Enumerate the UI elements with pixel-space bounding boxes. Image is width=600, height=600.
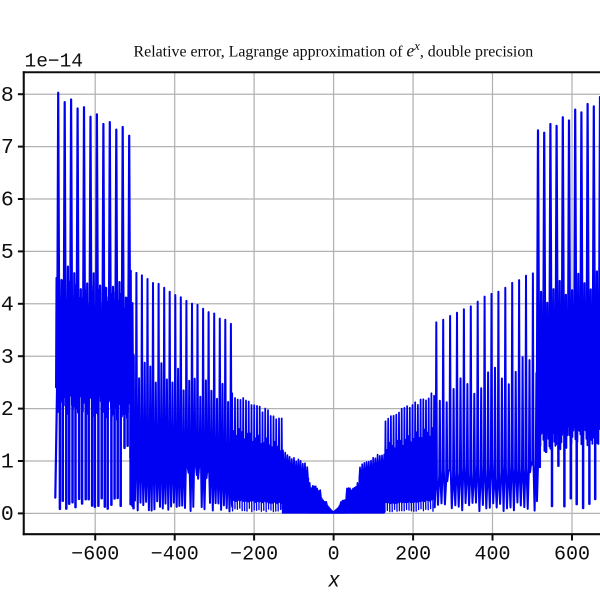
svg-text:3: 3	[1, 346, 14, 370]
svg-text:4: 4	[1, 293, 14, 317]
svg-text:−200: −200	[230, 544, 278, 567]
svg-text:−400: −400	[151, 544, 199, 567]
svg-text:2: 2	[1, 398, 14, 422]
svg-text:−600: −600	[71, 544, 119, 567]
svg-text:7: 7	[1, 136, 14, 160]
svg-text:Relative error, Lagrange appro: Relative error, Lagrange approximation o…	[134, 39, 534, 61]
svg-text:600: 600	[554, 544, 590, 567]
svg-text:1e−14: 1e−14	[25, 51, 84, 73]
svg-text:8: 8	[1, 84, 14, 108]
svg-text:400: 400	[474, 544, 510, 567]
svg-text:6: 6	[1, 189, 14, 213]
svg-text:1: 1	[1, 451, 14, 475]
svg-text:200: 200	[395, 544, 431, 567]
svg-text:0: 0	[1, 503, 14, 527]
svg-text:5: 5	[1, 241, 14, 265]
svg-text:x: x	[328, 569, 341, 592]
svg-text:0: 0	[328, 544, 340, 567]
